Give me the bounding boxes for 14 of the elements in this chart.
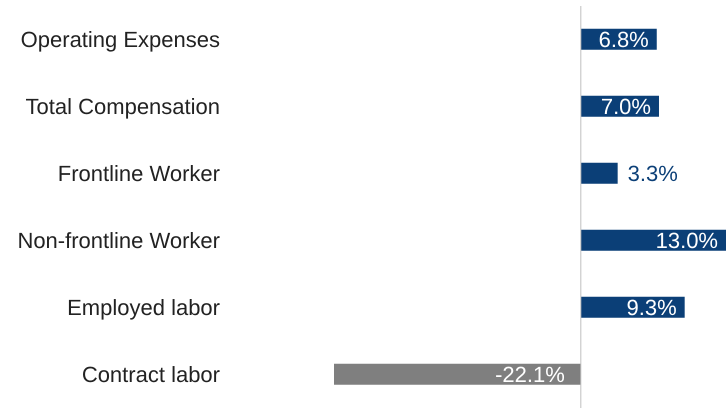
- data-label: 6.8%: [598, 26, 649, 52]
- data-label: 3.3%: [628, 160, 678, 186]
- data-label: 7.0%: [600, 94, 651, 119]
- data-label: 13.0%: [656, 228, 718, 253]
- bar: [334, 364, 581, 385]
- y-tick-label: Frontline Worker: [58, 161, 220, 186]
- data-label: -22.1%: [495, 362, 565, 387]
- y-tick-label: Non-frontline Worker: [17, 228, 220, 253]
- y-tick-label: Total Compensation: [26, 94, 220, 119]
- data-label: 9.3%: [626, 294, 677, 320]
- bar: [580, 162, 618, 184]
- y-tick-label: Employed labor: [67, 295, 220, 320]
- y-tick-label: Contract labor: [82, 362, 220, 387]
- y-tick-label: Operating Expenses: [20, 27, 220, 52]
